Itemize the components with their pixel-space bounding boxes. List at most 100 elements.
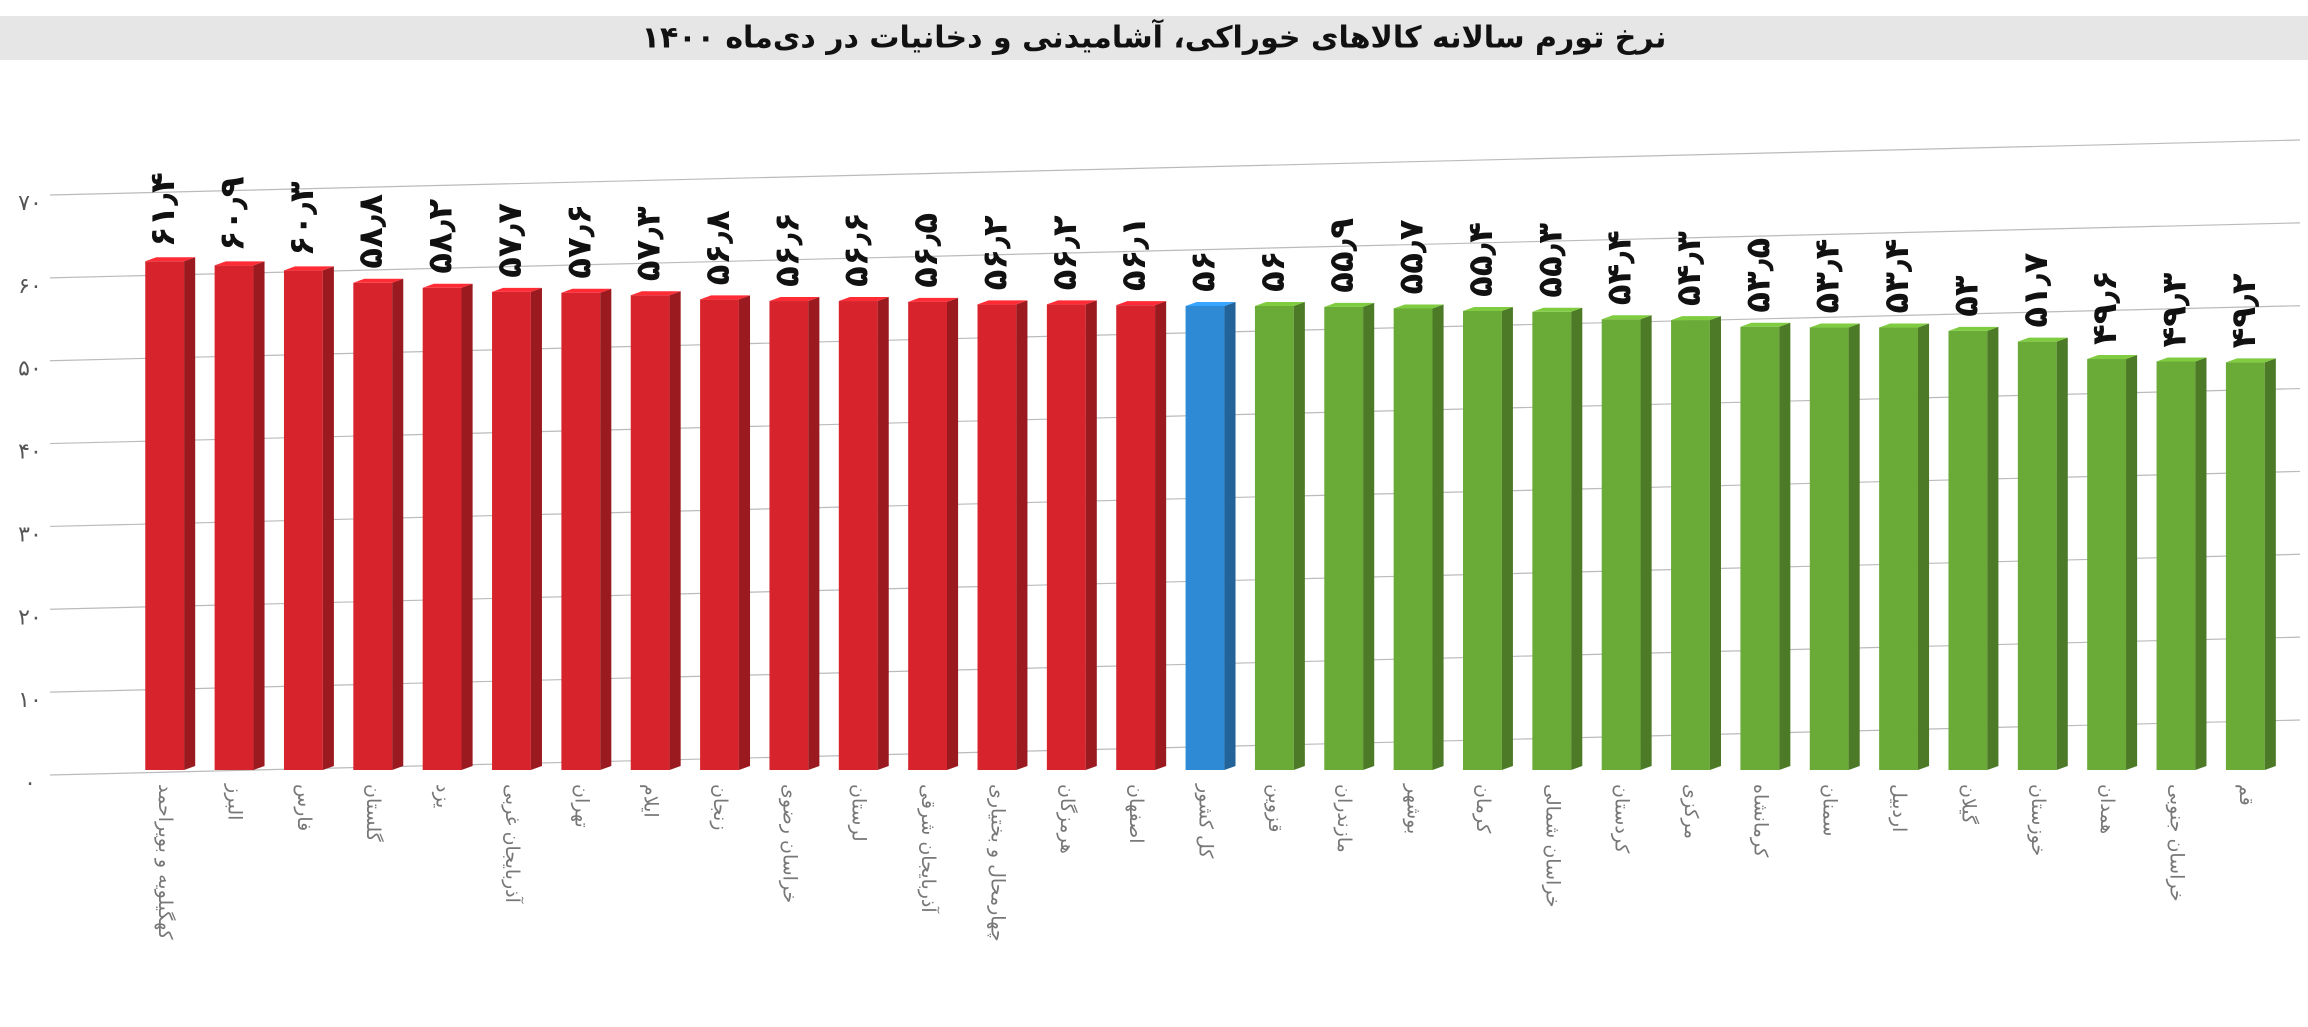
bar (838, 301, 878, 770)
bar-side (2264, 358, 2276, 770)
bar (1879, 327, 1918, 770)
value-label: ۶۰٫۳ (282, 181, 322, 256)
x-tick-label: چهارمحال و بختیاری (986, 784, 1008, 942)
bar-top (1532, 307, 1583, 312)
bar-side (1848, 323, 1860, 770)
bar (1601, 319, 1641, 770)
x-tick-label: اردبیل (1888, 784, 1910, 832)
x-tick-label: مازندران (1333, 784, 1355, 853)
x-tick-label: فارس (293, 784, 315, 831)
bar-side (1987, 326, 1999, 770)
bar (1809, 327, 1849, 770)
value-label: ۵۱٫۷ (2016, 252, 2056, 327)
bar-top (700, 295, 751, 300)
bar-top (1393, 304, 1444, 309)
bar (214, 265, 254, 770)
bar-top (769, 297, 820, 302)
x-tick-label: هرمزگان (1056, 784, 1079, 854)
x-tick-label: مرکزی (1680, 784, 1702, 839)
x-tick-label: کردستان (1611, 784, 1633, 854)
y-tick-label: ۵۰ (18, 357, 42, 382)
x-tick-label: گلستان (362, 784, 385, 843)
x-tick-label: قم (2235, 784, 2257, 806)
bar-side (669, 291, 681, 770)
value-label: ۶۱٫۴ (143, 172, 183, 247)
bar-side (738, 295, 751, 770)
bar-side (1917, 323, 1930, 770)
title-bar (0, 16, 2308, 60)
bar-side (2056, 337, 2068, 770)
x-tick-label: کرمانشاه (1749, 784, 1771, 858)
x-tick-label: زنجان (709, 784, 731, 830)
value-label: ۵۳٫۴ (1808, 239, 1848, 314)
bar-top (561, 288, 612, 293)
bar (700, 299, 739, 770)
bar (630, 295, 670, 770)
bar (1463, 310, 1502, 770)
value-label: ۵۳٫۴ (1877, 239, 1917, 314)
bar-side (1640, 315, 1652, 770)
x-tick-label: کرمان (1472, 784, 1494, 834)
bar-side (1779, 322, 1791, 770)
bar-side (322, 266, 334, 770)
value-label: ۵۸٫۸ (351, 194, 391, 269)
bar-top (630, 291, 681, 296)
x-tick-label: یزد (432, 784, 454, 808)
bar-top (1116, 301, 1167, 306)
bar (561, 292, 601, 770)
bar-top (2156, 357, 2207, 362)
bar-top (1740, 322, 1791, 327)
y-tick-label: ۲۰ (18, 605, 42, 630)
bar-top (977, 300, 1028, 305)
bar-side (1016, 300, 1028, 770)
x-tick-label: کل کشور (1195, 783, 1217, 859)
value-label: ۵۳ (1946, 275, 1986, 317)
bar (1671, 320, 1710, 770)
bar (977, 304, 1017, 770)
value-label: ۵۷٫۳ (629, 206, 669, 281)
bar (2225, 362, 2265, 770)
x-tick-label: تهران (570, 784, 592, 828)
bar (769, 301, 809, 770)
bar-side (1432, 304, 1444, 770)
y-tick-label: ۳۰ (18, 522, 42, 547)
bar-side (1363, 302, 1375, 770)
bar (1046, 304, 1086, 770)
bar (1254, 306, 1294, 770)
x-tick-label: لرستان (848, 784, 870, 842)
bar-side (1501, 306, 1513, 770)
bar-top (283, 266, 334, 271)
x-tick-label: خوزستان (2027, 784, 2049, 856)
bar-side (1571, 307, 1583, 770)
value-label: ۵۵٫۹ (1322, 218, 1362, 293)
x-tick-label: گیلان (1957, 784, 1980, 825)
bar-side (1155, 301, 1167, 770)
bar (1948, 330, 1988, 770)
x-tick-label: همدان (2096, 784, 2118, 834)
value-label: ۵۵٫۴ (1461, 222, 1501, 297)
x-tick-label: خراسان رضوی (778, 784, 800, 903)
bar (1393, 308, 1433, 770)
bar (145, 261, 185, 770)
bar-side (530, 287, 542, 770)
x-tick-label: اصفهان (1125, 784, 1147, 844)
bar-side (947, 297, 959, 770)
value-label: ۵۵٫۷ (1392, 219, 1432, 294)
x-tick-label: کهگیلویه و بویراحمد (154, 784, 177, 941)
bar (1185, 306, 1225, 770)
value-label: ۵۴٫۳ (1669, 231, 1709, 306)
value-label: ۵۶٫۲ (1045, 215, 1085, 290)
bar (908, 301, 947, 770)
value-label: ۵۶٫۶ (837, 212, 877, 287)
y-tick-label: ۱۰ (18, 688, 42, 713)
x-tick-label: خراسان جنوبی (2165, 784, 2187, 902)
bar-top (1463, 306, 1513, 311)
bar-side (2126, 355, 2138, 770)
bar-side (877, 297, 889, 770)
bar-top (1254, 302, 1305, 306)
bar-top (1948, 326, 1999, 331)
value-label: ۴۹٫۲ (2224, 273, 2264, 348)
chart-title: نرخ تورم سالانه کالاهای خوراکی، آشامیدنی… (642, 19, 1667, 56)
y-tick-label: ۷۰ (18, 191, 42, 216)
